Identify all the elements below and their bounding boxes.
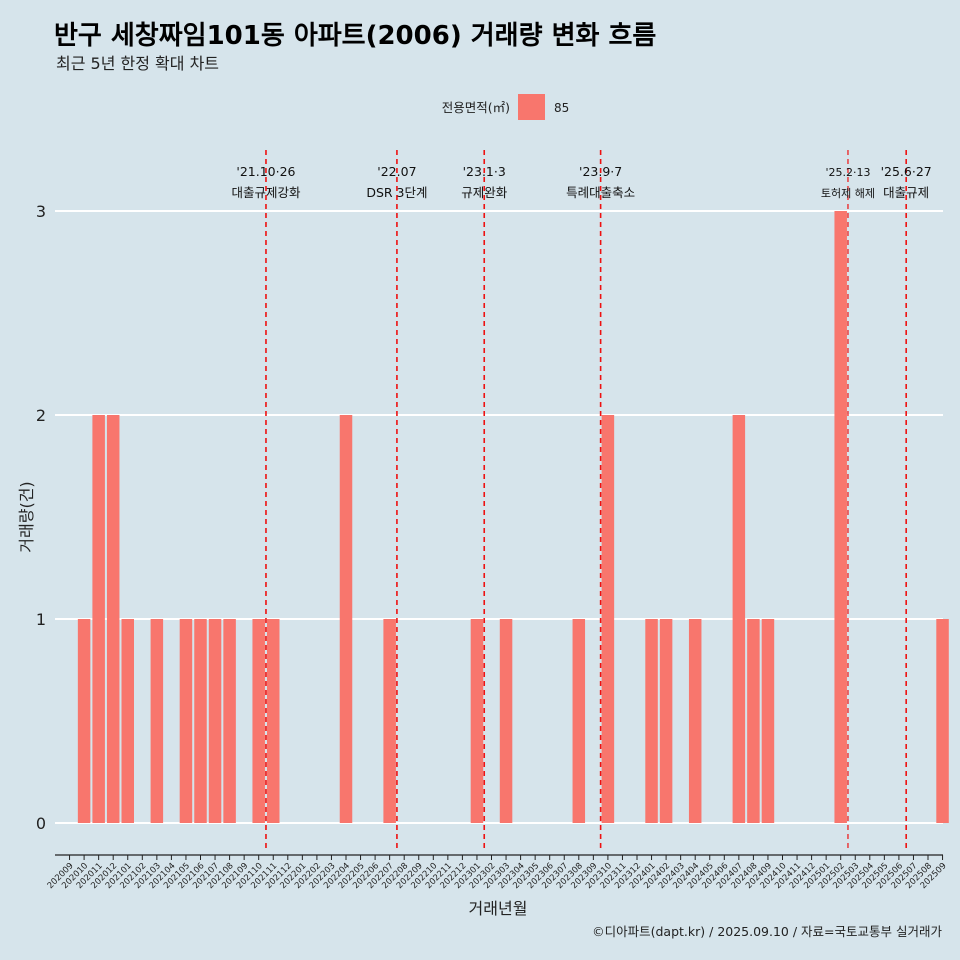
legend-swatch bbox=[518, 94, 545, 120]
caption: ©디아파트(dapt.kr) / 2025.09.10 / 자료=국토교통부 실… bbox=[592, 924, 942, 939]
chart-subtitle: 최근 5년 한정 확대 차트 bbox=[56, 54, 219, 73]
event-date: '21.10·26 bbox=[236, 164, 295, 179]
y-tick-label: 3 bbox=[36, 202, 46, 221]
bar bbox=[499, 619, 513, 823]
x-axis-title: 거래년월 bbox=[469, 899, 528, 918]
bar bbox=[572, 619, 586, 823]
legend: 전용면적(㎡) 85 bbox=[442, 94, 569, 120]
bar bbox=[77, 619, 91, 823]
bar bbox=[732, 415, 746, 823]
bar bbox=[383, 619, 396, 823]
bar bbox=[688, 619, 702, 823]
bar bbox=[645, 619, 658, 823]
bar bbox=[747, 619, 760, 823]
y-tick-label: 1 bbox=[36, 610, 46, 629]
bar bbox=[179, 619, 193, 823]
event-label: 대출규제 bbox=[883, 185, 929, 200]
bar bbox=[834, 211, 847, 823]
y-axis-title: 거래량(건) bbox=[17, 481, 36, 552]
event-label: 토허제 해제 bbox=[821, 186, 875, 200]
event-date: '25.2·13 bbox=[825, 166, 870, 179]
bar bbox=[252, 619, 265, 823]
event-markers: '21.10·26 대출규제강화 '22.07 DSR 3단계 '23.1·3 규제완화 '… bbox=[231, 150, 932, 850]
event-label: 대출규제강화 bbox=[231, 185, 301, 200]
event-label: 특례대출축소 bbox=[566, 185, 635, 200]
chart-title: 반구 세창짜임101동 아파트(2006) 거래량 변화 흐름 bbox=[54, 21, 656, 51]
bar bbox=[121, 619, 134, 823]
bar bbox=[659, 619, 673, 823]
event-date: '23.1·3 bbox=[463, 164, 506, 179]
bar bbox=[761, 619, 775, 823]
event-date: '25.6·27 bbox=[881, 164, 932, 179]
legend-title: 전용면적(㎡) bbox=[442, 100, 510, 115]
bar bbox=[339, 415, 353, 823]
event-date: '22.07 bbox=[377, 164, 416, 179]
bar bbox=[150, 619, 164, 823]
legend-label: 85 bbox=[554, 101, 569, 115]
y-tick-label: 2 bbox=[36, 406, 46, 425]
y-axis: 0 1 2 3 bbox=[36, 202, 46, 833]
bar bbox=[194, 619, 207, 823]
y-tick-label: 0 bbox=[36, 814, 46, 833]
bar bbox=[601, 415, 615, 823]
bar bbox=[470, 619, 484, 823]
bars bbox=[77, 211, 949, 823]
event-date: '23.9·7 bbox=[579, 164, 622, 179]
event-label: 규제완화 bbox=[461, 185, 508, 200]
bar bbox=[267, 619, 280, 823]
bar bbox=[936, 619, 949, 823]
bar bbox=[92, 415, 105, 823]
x-axis: 2020092020102020112020122021012021022021… bbox=[46, 854, 949, 891]
bar bbox=[223, 619, 236, 823]
bar bbox=[208, 619, 222, 823]
event-label: DSR 3단계 bbox=[366, 185, 427, 200]
bar bbox=[106, 415, 120, 823]
